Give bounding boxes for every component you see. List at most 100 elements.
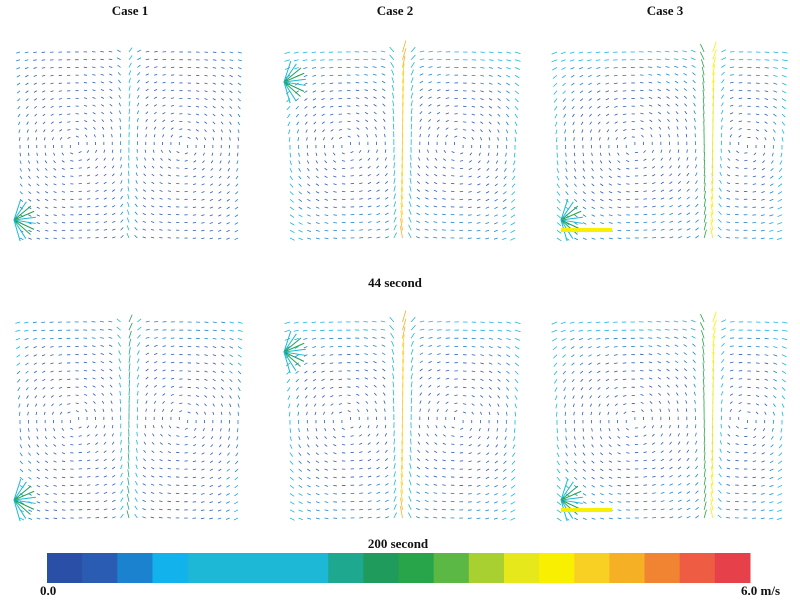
velocity-vector <box>307 175 310 179</box>
inlet-vector <box>13 485 32 501</box>
velocity-vector <box>591 191 595 194</box>
velocity-vector <box>554 106 558 111</box>
velocity-vector <box>428 126 431 130</box>
velocity-vector <box>295 378 299 383</box>
velocity-vector <box>640 97 644 99</box>
velocity-vector <box>669 220 674 223</box>
velocity-vector <box>41 337 46 340</box>
velocity-vector <box>703 175 706 184</box>
velocity-vector <box>425 475 429 478</box>
velocity-vector <box>599 436 603 440</box>
velocity-vector <box>212 90 216 93</box>
velocity-vector <box>700 330 705 339</box>
velocity-vector <box>419 384 423 388</box>
velocity-vector <box>554 121 558 127</box>
velocity-vector <box>229 411 231 416</box>
velocity-vector <box>574 214 578 218</box>
velocity-vector <box>494 501 498 504</box>
velocity-vector <box>514 59 521 62</box>
velocity-vector <box>112 236 116 239</box>
velocity-vector <box>771 152 774 157</box>
velocity-vector <box>598 137 601 141</box>
velocity-vector <box>773 74 778 77</box>
velocity-vector <box>145 111 149 115</box>
velocity-vector <box>563 395 567 400</box>
velocity-vector <box>677 149 680 153</box>
velocity-vector <box>433 483 438 486</box>
velocity-vector <box>556 411 558 417</box>
case-title: Case 2 <box>377 3 413 18</box>
velocity-vector <box>702 346 705 355</box>
velocity-vector <box>393 232 397 239</box>
velocity-vector <box>468 468 472 471</box>
velocity-vector <box>561 346 566 350</box>
velocity-vector <box>695 188 699 192</box>
velocity-vector <box>117 72 121 76</box>
velocity-vector <box>204 395 208 398</box>
velocity-vector <box>357 134 360 138</box>
velocity-vector <box>237 98 241 102</box>
velocity-vector <box>116 326 121 331</box>
velocity-vector <box>710 219 714 231</box>
velocity-vector <box>652 484 656 486</box>
velocity-vector <box>16 59 21 62</box>
velocity-vector <box>92 369 96 372</box>
velocity-vector <box>235 452 239 457</box>
velocity-vector <box>151 165 155 169</box>
velocity-vector <box>312 98 317 101</box>
velocity-vector <box>228 428 231 432</box>
velocity-vector <box>99 320 104 323</box>
velocity-vector <box>419 328 425 331</box>
velocity-vector <box>460 152 464 155</box>
velocity-vector <box>237 59 242 62</box>
velocity-vector <box>329 378 334 381</box>
inlet-vector <box>13 499 35 510</box>
velocity-vector <box>28 229 32 233</box>
velocity-vector <box>416 458 421 462</box>
velocity-vector <box>573 428 576 432</box>
velocity-vector <box>488 411 491 416</box>
velocity-vector <box>712 368 715 380</box>
velocity-vector <box>237 329 243 332</box>
velocity-vector <box>640 127 644 130</box>
velocity-vector <box>617 160 621 163</box>
velocity-vector <box>401 156 403 169</box>
velocity-vector <box>136 431 138 437</box>
velocity-vector <box>234 237 239 241</box>
velocity-vector <box>425 450 429 453</box>
velocity-vector <box>442 182 446 185</box>
velocity-vector <box>442 476 446 478</box>
velocity-vector <box>428 337 433 339</box>
velocity-vector <box>195 113 200 116</box>
velocity-vector <box>92 119 96 123</box>
velocity-vector <box>221 329 226 332</box>
velocity-vector <box>428 408 430 412</box>
velocity-vector <box>212 370 216 373</box>
velocity-vector <box>471 378 476 381</box>
velocity-vector <box>781 362 787 366</box>
velocity-vector <box>675 384 679 388</box>
velocity-vector <box>381 336 386 339</box>
velocity-vector <box>451 151 455 154</box>
vector-fields <box>13 40 788 522</box>
velocity-vector <box>721 117 724 122</box>
velocity-vector <box>237 121 240 126</box>
velocity-vector <box>677 157 680 161</box>
velocity-vector <box>425 189 429 192</box>
velocity-vector <box>167 442 172 445</box>
velocity-vector <box>120 448 123 453</box>
velocity-vector <box>617 191 622 193</box>
velocity-vector <box>660 173 664 177</box>
velocity-vector <box>656 329 661 331</box>
velocity-vector <box>234 206 239 210</box>
velocity-vector <box>228 152 231 157</box>
velocity-vector <box>28 168 31 172</box>
velocity-vector <box>42 395 46 399</box>
velocity-vector <box>44 167 48 171</box>
inlet-vector <box>283 78 306 83</box>
velocity-vector <box>511 460 516 465</box>
velocity-vector <box>761 183 765 186</box>
velocity-vector <box>686 482 691 486</box>
velocity-vector <box>410 46 416 53</box>
velocity-vector <box>445 409 448 413</box>
